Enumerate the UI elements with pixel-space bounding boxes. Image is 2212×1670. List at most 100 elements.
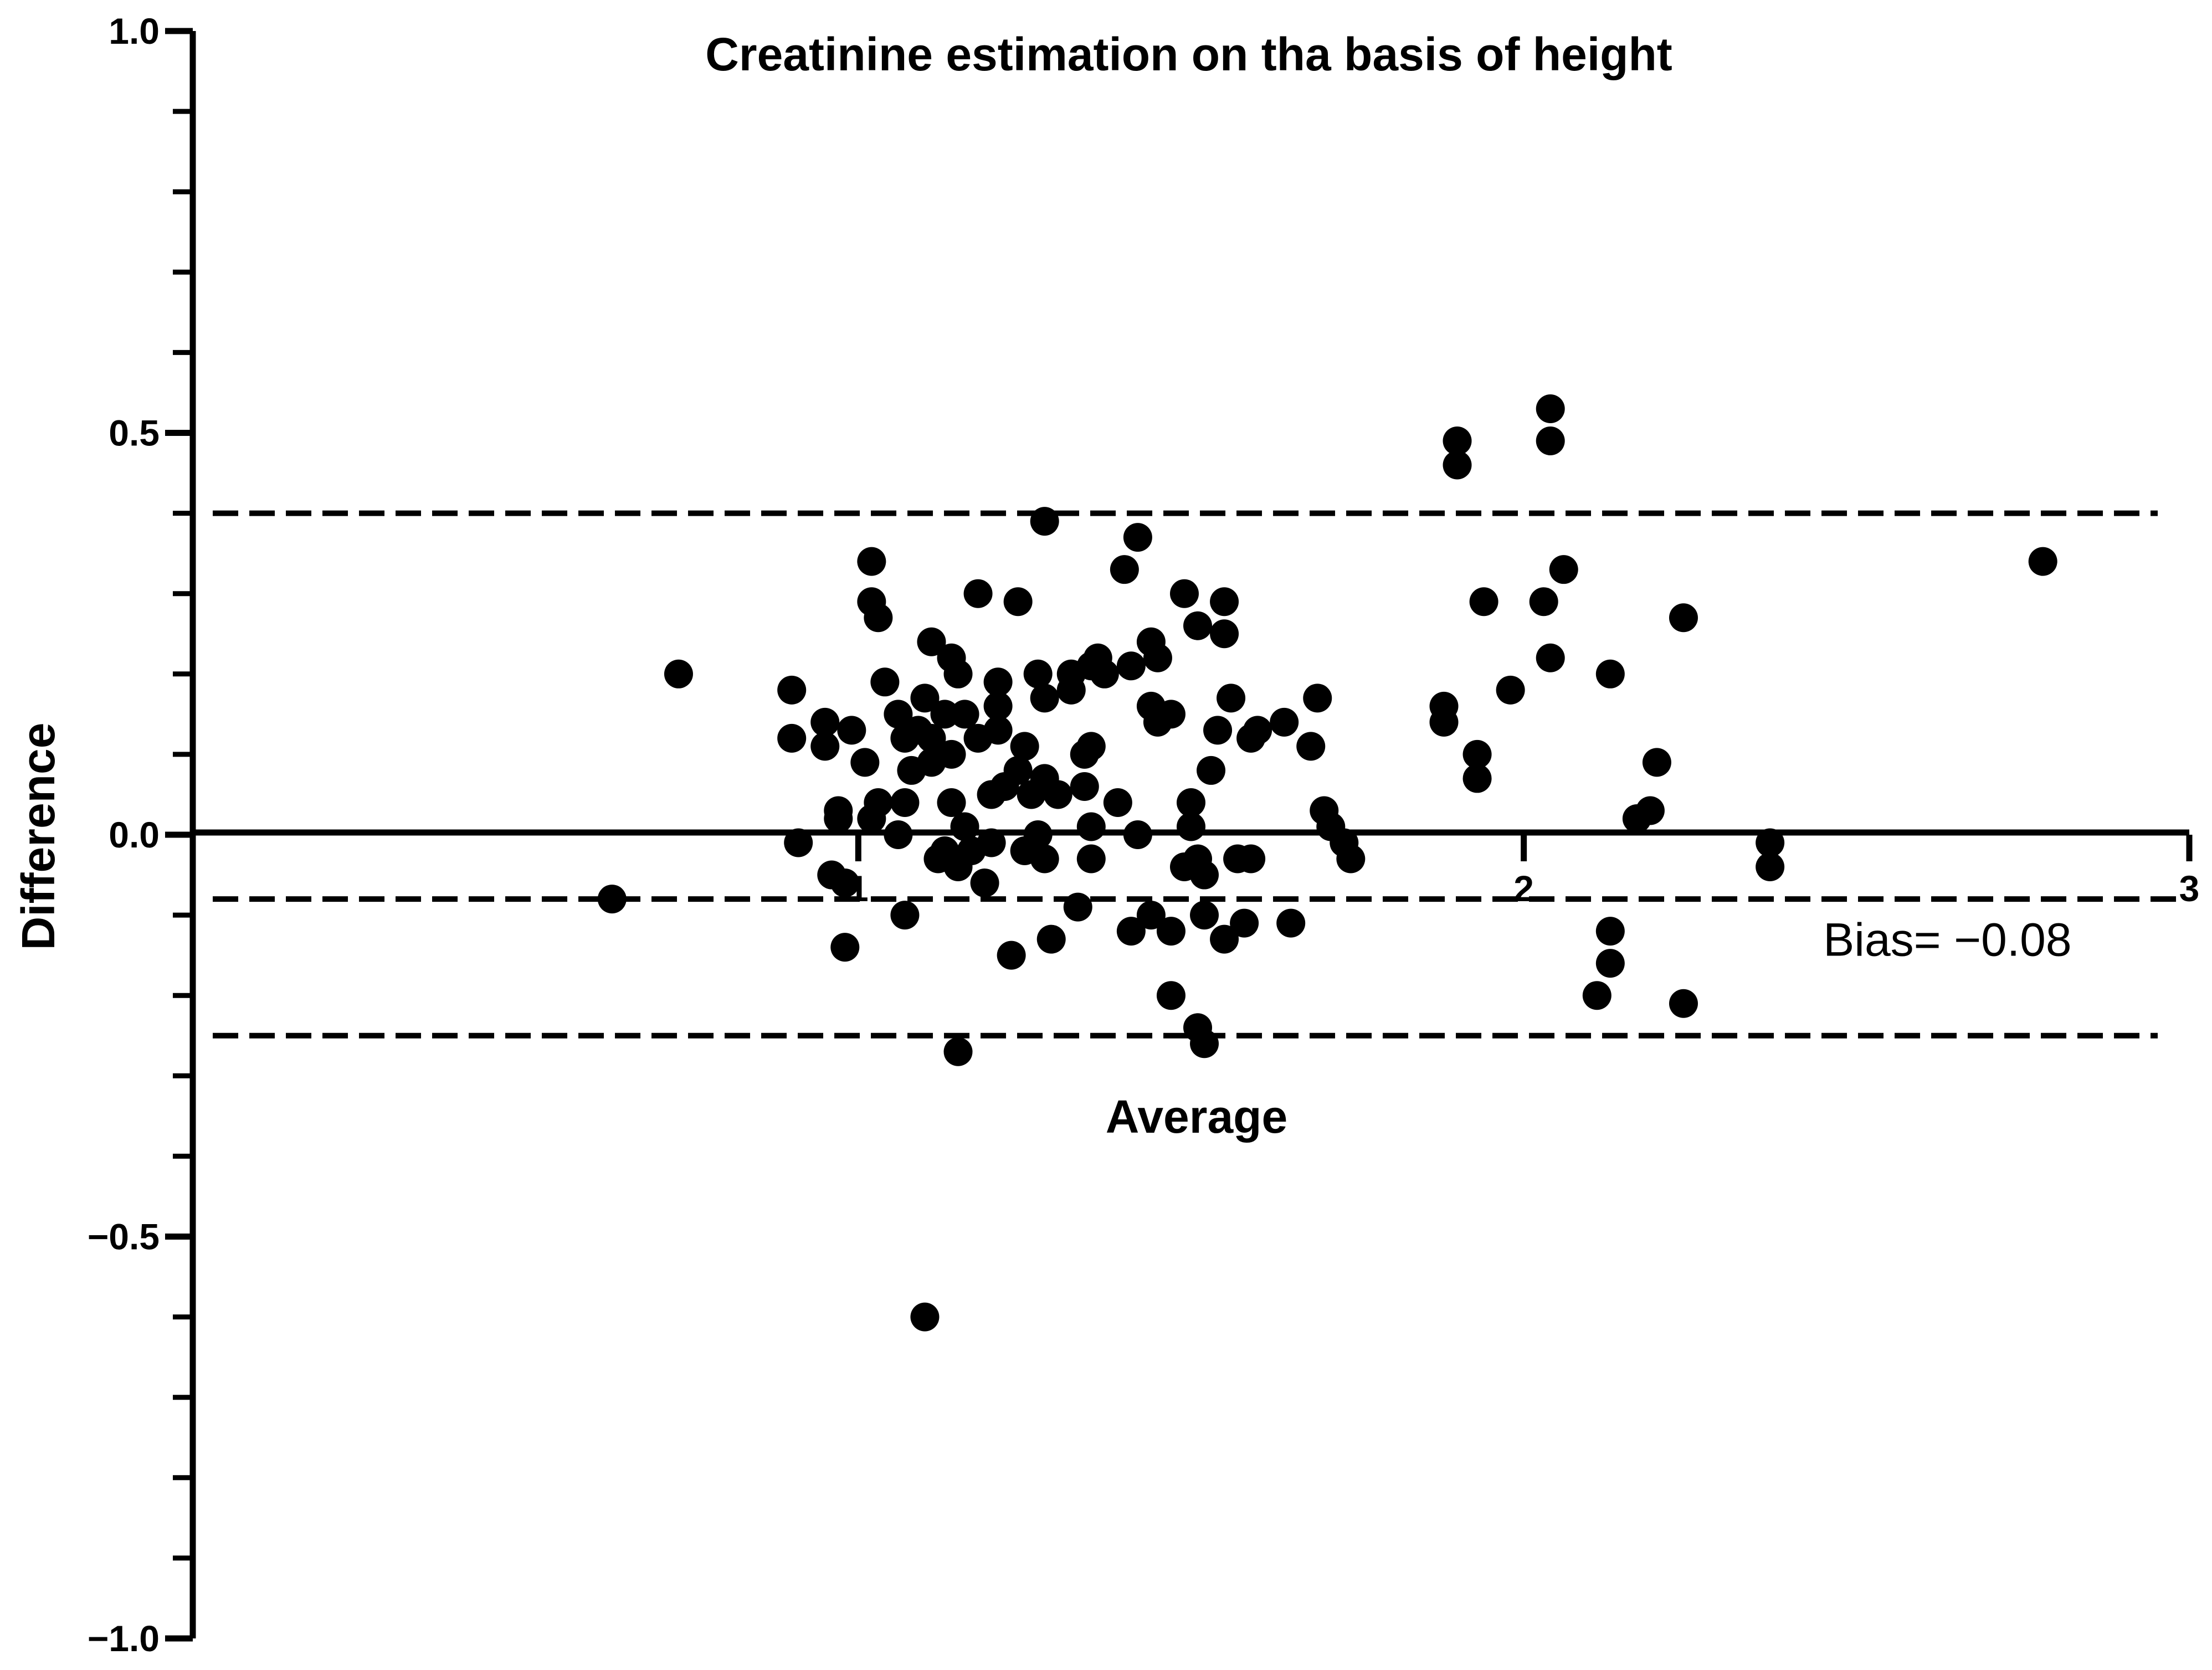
- data-point: [777, 723, 807, 753]
- data-point: [1529, 587, 1558, 616]
- data-point: [870, 667, 900, 697]
- data-point: [997, 941, 1026, 970]
- data-point: [1210, 619, 1239, 649]
- data-point: [884, 820, 913, 849]
- data-point: [1056, 675, 1086, 705]
- data-point: [1003, 756, 1033, 785]
- data-point: [983, 691, 1013, 721]
- data-point: [810, 732, 840, 761]
- data-point: [1582, 981, 1611, 1010]
- chart-title: Creatinine estimation on tha basis of he…: [705, 28, 1672, 80]
- data-point: [943, 659, 973, 688]
- data-point: [963, 579, 993, 608]
- data-point: [1003, 587, 1033, 616]
- data-point: [1156, 917, 1185, 946]
- data-point: [937, 739, 966, 769]
- y-tick-label: −1.0: [88, 1618, 160, 1659]
- reference-lines: [213, 510, 2185, 1039]
- data-point: [1090, 659, 1119, 688]
- data-point: [597, 885, 627, 914]
- x-axis-title: Average: [1106, 1091, 1287, 1143]
- data-point: [1036, 924, 1066, 954]
- y-tick-label: 0.0: [109, 814, 160, 855]
- data-point: [1270, 707, 1299, 737]
- x-tick-label: 3: [2179, 868, 2200, 909]
- data-point: [857, 547, 886, 576]
- data-point: [884, 700, 913, 729]
- data-point: [1030, 844, 1059, 873]
- data-point: [1023, 659, 1053, 688]
- y-tick-label: 0.5: [109, 413, 160, 454]
- data-points: [597, 394, 2057, 1332]
- data-point: [864, 788, 893, 817]
- data-point: [1116, 651, 1146, 681]
- y-axis-title: Difference: [12, 723, 64, 950]
- data-point: [824, 796, 853, 825]
- data-point: [1103, 788, 1132, 817]
- data-point: [1756, 852, 1785, 882]
- data-point: [1030, 684, 1059, 713]
- data-point: [1190, 860, 1219, 890]
- data-point: [810, 707, 840, 737]
- data-point: [1190, 901, 1219, 930]
- data-point: [1177, 812, 1205, 841]
- data-point: [1595, 917, 1625, 946]
- data-point: [1123, 820, 1152, 849]
- data-point: [830, 869, 860, 898]
- data-point: [1243, 716, 1272, 745]
- data-point: [1669, 603, 1698, 633]
- data-point: [917, 723, 946, 753]
- data-point: [1116, 917, 1146, 946]
- data-point: [1469, 587, 1498, 616]
- data-point: [1669, 989, 1698, 1018]
- data-point: [1156, 700, 1185, 729]
- data-point: [1462, 764, 1492, 793]
- data-point: [1635, 796, 1665, 825]
- data-point: [777, 675, 807, 705]
- data-point: [1203, 716, 1233, 745]
- data-point: [2028, 547, 2057, 576]
- data-point: [1143, 643, 1172, 672]
- data-point: [950, 812, 979, 841]
- data-point: [837, 716, 866, 745]
- data-point: [983, 667, 1013, 697]
- data-point: [1177, 788, 1205, 817]
- data-point: [1190, 1029, 1219, 1058]
- data-point: [1156, 981, 1185, 1010]
- data-point: [1076, 732, 1106, 761]
- data-point: [1236, 844, 1266, 873]
- data-point: [1123, 523, 1152, 552]
- data-point: [1136, 901, 1166, 930]
- data-point: [1043, 780, 1072, 809]
- data-point: [970, 869, 999, 898]
- data-point: [910, 684, 940, 713]
- data-point: [1070, 772, 1099, 801]
- y-minor-ticks: [173, 109, 193, 1561]
- data-point: [1443, 427, 1472, 456]
- data-point: [1210, 924, 1239, 954]
- data-point: [1276, 908, 1306, 938]
- data-point: [1296, 732, 1326, 761]
- data-point: [1030, 507, 1059, 536]
- data-point: [1642, 748, 1671, 777]
- data-point: [1110, 555, 1139, 584]
- data-point: [910, 1302, 940, 1332]
- data-point: [1010, 732, 1039, 761]
- data-point: [1336, 844, 1366, 873]
- data-point: [1443, 450, 1472, 480]
- data-point: [1429, 707, 1459, 737]
- data-point: [1076, 844, 1106, 873]
- data-point: [850, 748, 880, 777]
- data-point: [864, 603, 893, 633]
- x-tick-label: 2: [1513, 868, 1534, 909]
- annotations: Bias= −0.08: [1823, 914, 2071, 966]
- data-point: [1536, 427, 1565, 456]
- data-point: [1183, 611, 1213, 640]
- data-point: [1063, 892, 1092, 922]
- data-point: [890, 901, 920, 930]
- data-point: [1169, 579, 1199, 608]
- data-point: [983, 716, 1013, 745]
- data-point: [1023, 820, 1053, 849]
- data-point: [917, 627, 946, 656]
